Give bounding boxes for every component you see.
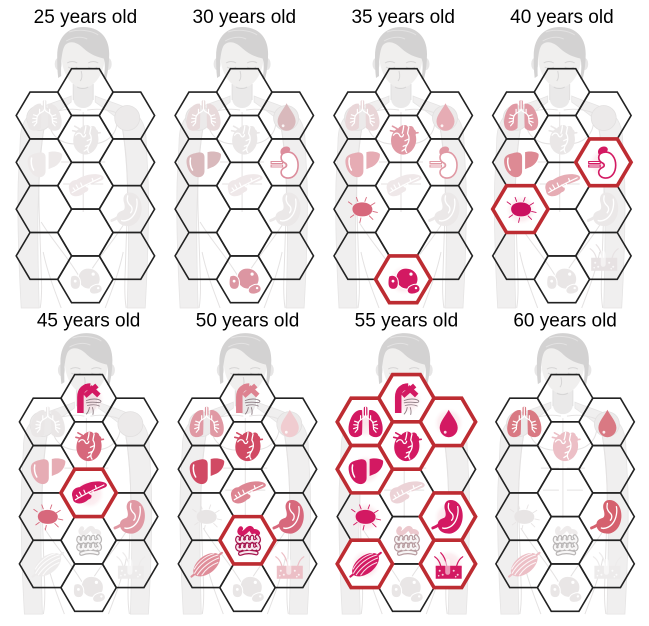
svg-text:25 years old: 25 years old [34, 7, 138, 28]
svg-text:30 years old: 30 years old [193, 7, 297, 28]
svg-text:35 years old: 35 years old [351, 7, 455, 28]
svg-text:40 years old: 40 years old [510, 7, 614, 28]
svg-text:45 years old: 45 years old [37, 310, 141, 331]
svg-text:60 years old: 60 years old [513, 310, 617, 331]
svg-text:55 years old: 55 years old [355, 310, 459, 331]
svg-text:50 years old: 50 years old [196, 310, 300, 331]
